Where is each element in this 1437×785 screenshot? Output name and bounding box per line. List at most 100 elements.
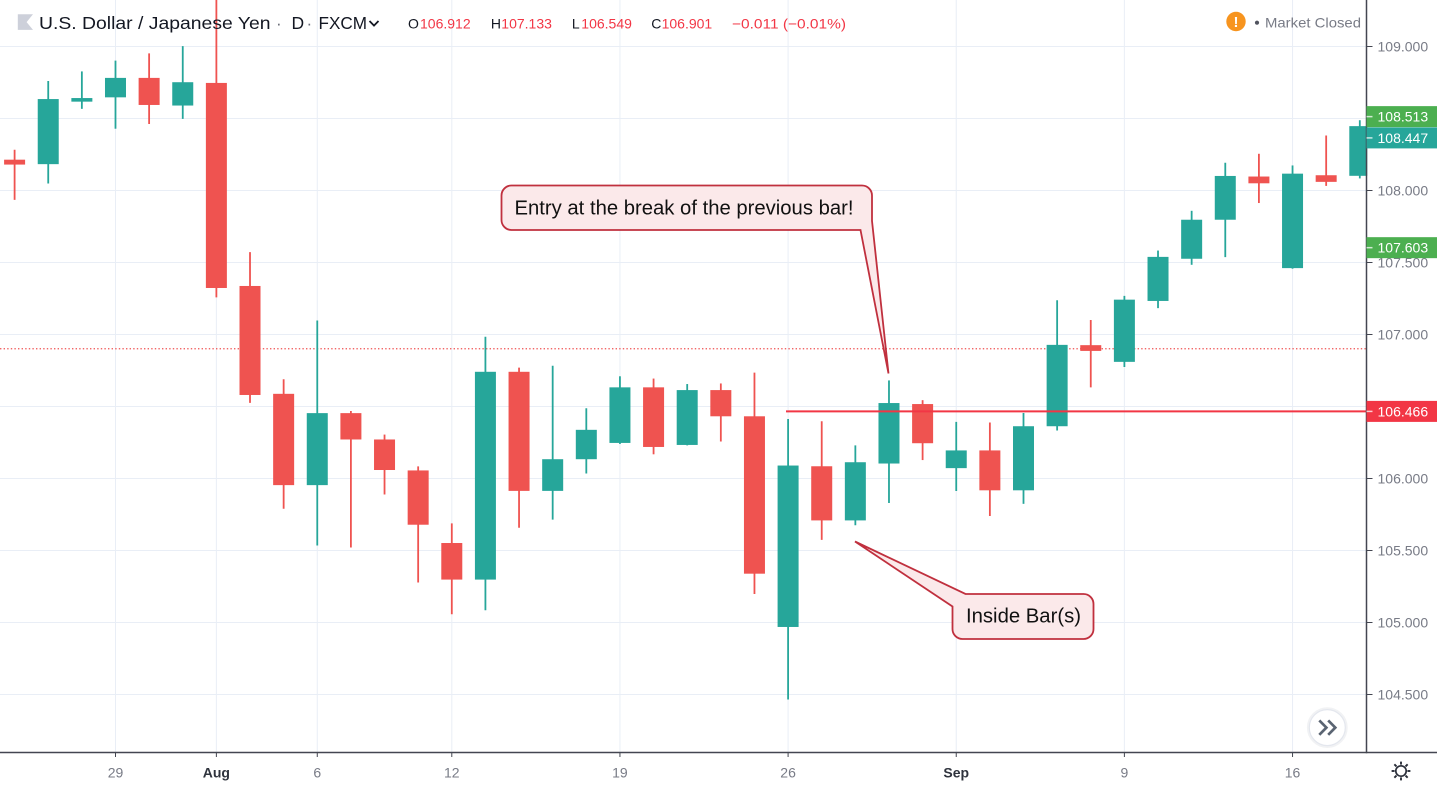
candle-body xyxy=(340,413,362,440)
candle xyxy=(945,421,967,492)
candle xyxy=(979,422,1001,516)
candle-body xyxy=(609,387,631,443)
legend-separator: · xyxy=(307,14,313,33)
price-tick-label: 108.000 xyxy=(1378,183,1429,199)
chevron-down-icon[interactable] xyxy=(368,20,380,27)
inside-bar-callout-bubble[interactable] xyxy=(854,540,1095,640)
market-status-badge: ! Market Closed xyxy=(1226,11,1361,32)
time-axis[interactable]: 29 Aug 6 12 19 26 Sep 9 16 xyxy=(0,751,1437,785)
price-tick-label: 104.500 xyxy=(1378,687,1429,703)
time-tick-label: 6 xyxy=(313,765,321,781)
candle xyxy=(205,0,227,298)
candle xyxy=(4,149,26,200)
candle xyxy=(1113,295,1135,368)
candle xyxy=(1046,300,1068,431)
time-axis-background[interactable] xyxy=(0,753,1437,785)
candle-body xyxy=(979,450,1001,491)
time-tick-label: 16 xyxy=(1285,765,1301,781)
price-tick-label: 109.000 xyxy=(1378,39,1429,55)
chevron-right-icon xyxy=(1318,719,1329,736)
candle xyxy=(37,81,59,184)
candle-body xyxy=(1147,256,1169,301)
candle-body xyxy=(374,439,396,471)
candle xyxy=(1013,412,1034,504)
candle-body xyxy=(1282,173,1304,269)
candle xyxy=(844,445,866,526)
candle xyxy=(172,46,194,119)
candle xyxy=(710,383,732,442)
ohlc-low-value: 106.549 xyxy=(581,16,632,32)
candle-body xyxy=(138,77,160,105)
candle-body xyxy=(37,99,59,165)
gear-spoke xyxy=(1404,763,1409,768)
candle xyxy=(777,419,799,700)
candle xyxy=(407,466,429,583)
candle-body xyxy=(542,459,564,491)
candle-body xyxy=(912,404,934,444)
candle xyxy=(676,384,698,446)
svg-text:106.466: 106.466 xyxy=(1378,403,1429,419)
candle xyxy=(743,372,765,594)
ohlc-high-label: H xyxy=(491,16,501,32)
candle xyxy=(1147,250,1169,309)
time-tick-label: Aug xyxy=(203,765,230,781)
legend-separator: · xyxy=(276,14,282,33)
broker-logo-icon xyxy=(17,14,33,30)
price-axis[interactable]: 109.000108.500108.000107.500107.000106.5… xyxy=(1365,0,1437,785)
ohlc-low-label: L xyxy=(572,16,580,32)
exchange-label[interactable]: FXCM xyxy=(319,13,368,33)
ohlc-high-value: 107.133 xyxy=(501,16,552,32)
price-tag: 108.513 xyxy=(1366,106,1437,128)
candle xyxy=(1349,120,1371,179)
svg-text:107.603: 107.603 xyxy=(1378,240,1429,256)
candle-body xyxy=(474,371,496,580)
settings-gear-button[interactable] xyxy=(1391,761,1411,781)
time-tick-label: 26 xyxy=(780,765,796,781)
candle-body xyxy=(1181,219,1203,259)
candle xyxy=(1181,210,1203,265)
candle xyxy=(306,320,328,546)
price-tick-label: 106.000 xyxy=(1378,471,1429,487)
inside-bar-callout[interactable]: Inside Bar(s) xyxy=(854,540,1095,640)
candle xyxy=(104,60,126,129)
candle xyxy=(374,434,396,495)
candle xyxy=(575,408,597,474)
candle-body xyxy=(676,390,698,445)
candle-body xyxy=(643,387,665,447)
change-value: −0.011 (−0.01%) xyxy=(732,16,846,32)
candle-body xyxy=(4,159,26,165)
candle-body xyxy=(1080,345,1102,351)
alert-icon xyxy=(1226,11,1246,32)
candle-body xyxy=(1046,344,1068,427)
candle xyxy=(71,71,93,109)
candle-body xyxy=(575,429,597,460)
candle xyxy=(340,410,362,548)
candle xyxy=(1315,135,1337,186)
candle xyxy=(239,252,261,403)
entry-callout-bubble[interactable] xyxy=(500,184,890,374)
candle xyxy=(508,367,530,528)
candle xyxy=(474,336,496,611)
ohlc-close-label: C xyxy=(651,16,661,32)
price-tag: 107.603 xyxy=(1366,237,1437,259)
candle-body xyxy=(441,543,463,580)
gear-spoke xyxy=(1404,774,1409,779)
entry-callout[interactable]: Entry at the break of the previous bar! xyxy=(500,184,890,374)
candle-body xyxy=(878,403,900,464)
ohlc-close-value: 106.901 xyxy=(662,16,713,32)
candle-body xyxy=(104,77,126,98)
chart-legend: U.S. Dollar / Japanese Yen · D · FXCM O … xyxy=(17,13,846,33)
price-tick-label: 105.000 xyxy=(1378,615,1429,631)
gear-spoke xyxy=(1393,763,1398,768)
interval-label[interactable]: D xyxy=(292,13,305,33)
candle-body xyxy=(1248,176,1270,184)
inside-bar-callout-text: Inside Bar(s) xyxy=(966,606,1081,628)
symbol-title[interactable]: U.S. Dollar / Japanese Yen xyxy=(39,13,271,33)
candle xyxy=(441,523,463,615)
candlestick-series xyxy=(4,0,1371,700)
grid-lines xyxy=(0,0,1367,753)
time-tick-label: 19 xyxy=(612,765,628,781)
price-tag: 106.466 xyxy=(1366,400,1437,422)
go-to-latest-button[interactable] xyxy=(1306,707,1348,748)
